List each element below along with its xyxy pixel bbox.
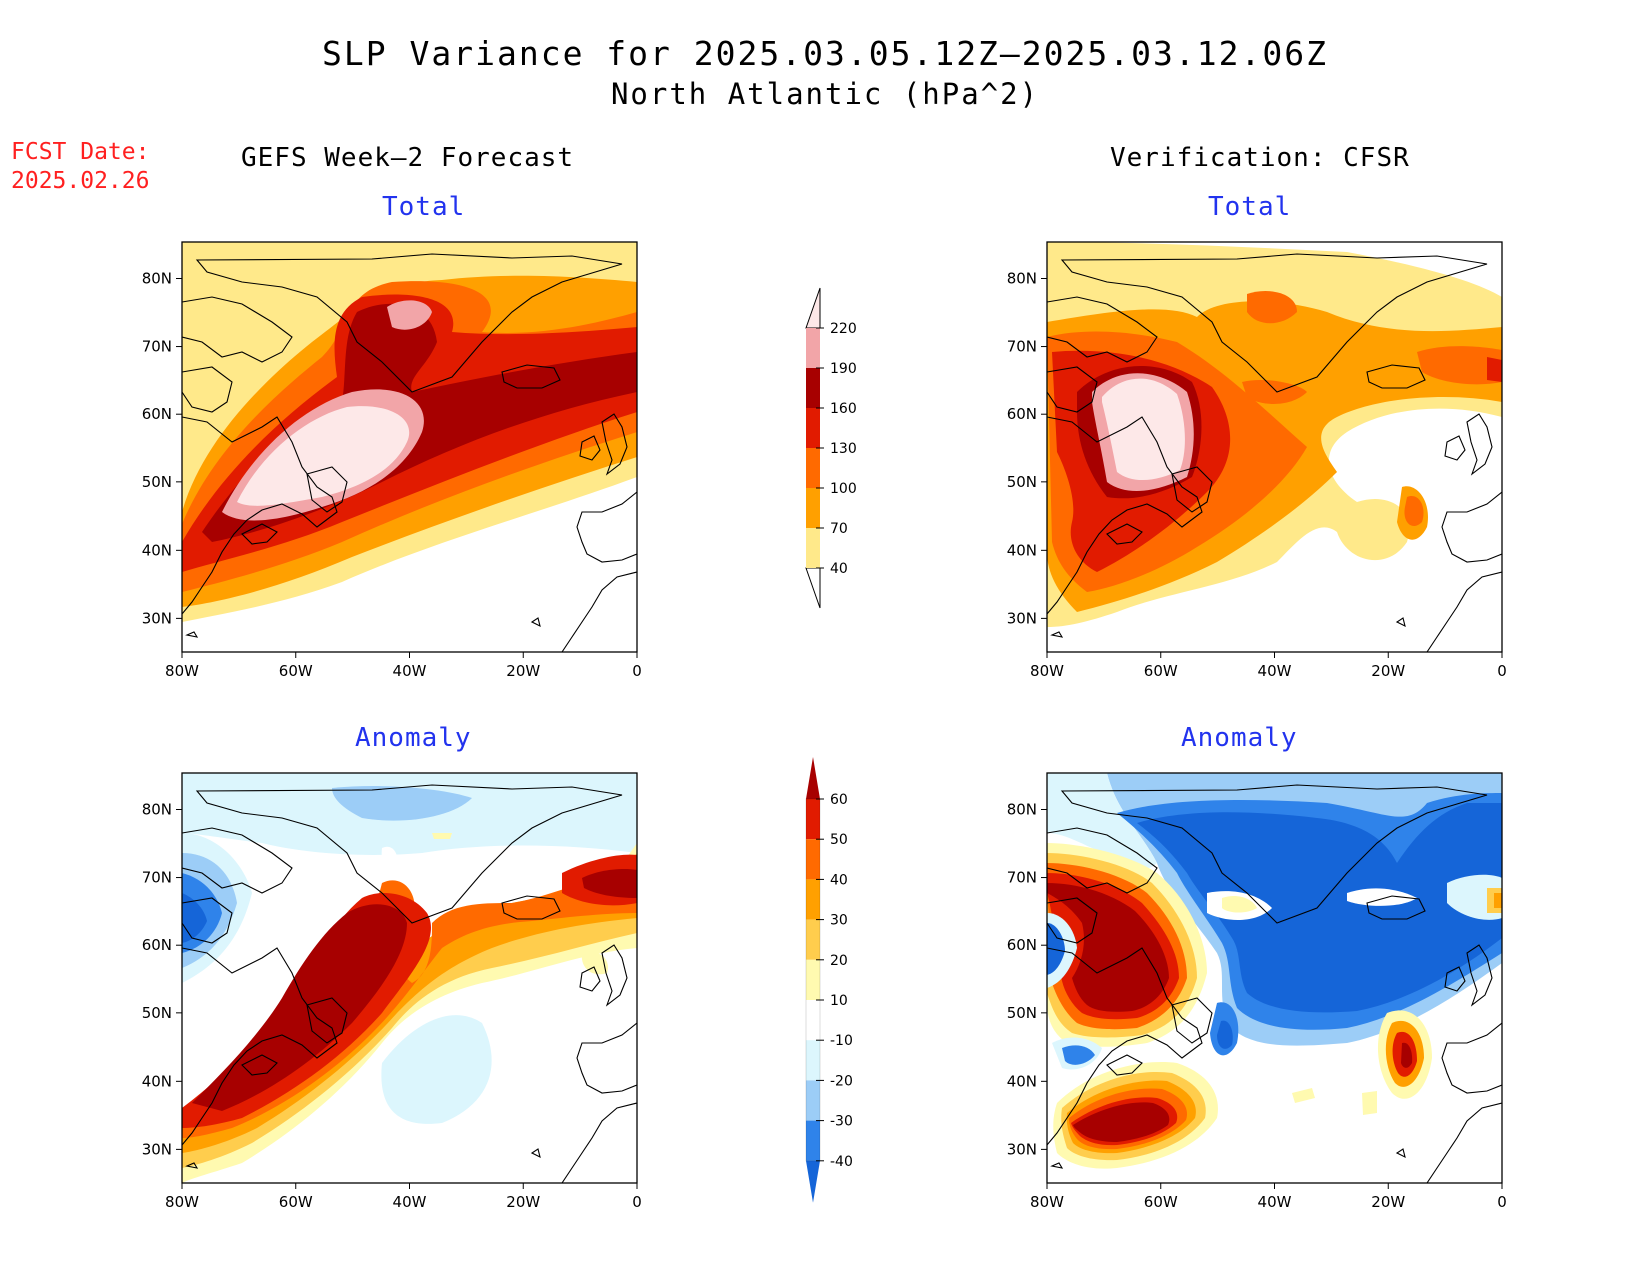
colorbar-swatch [806,919,820,960]
colorbar-swatch [806,448,820,488]
colorbar-swatch [806,1040,820,1081]
lon-tick-label: 60W [279,1193,313,1211]
lon-tick-label: 40W [1258,662,1292,680]
lon-tick-label: 80W [1030,662,1064,680]
lon-tick-label: 40W [1258,1193,1292,1211]
lat-tick-label: 80N [1007,269,1037,287]
forecast-date-value: 2025.02.26 [11,168,150,194]
colorbar-level-label: 20 [830,953,848,969]
lon-tick-label: 20W [1371,1193,1405,1211]
lon-tick-label: 80W [165,1193,199,1211]
colorbar-level-label: 190 [830,361,857,377]
colorbar-level-label: -20 [830,1073,853,1089]
lon-tick-label: 20W [506,662,540,680]
colorbar-swatch [806,368,820,408]
colorbar-level-label: -30 [830,1114,853,1130]
forecast-date-label: FCST Date: [11,139,150,165]
lat-tick-label: 70N [142,869,172,887]
lat-tick-label: 50N [1007,1004,1037,1022]
colorbar-swatch [806,839,820,880]
verification-total-title: Total [1208,192,1292,222]
lat-tick-label: 60N [1007,405,1037,423]
total-colorbar: 220 190 160 130 100 70 40 [805,287,857,609]
lat-tick-label: 40N [142,541,172,559]
colorbar-level-label: 130 [830,441,857,457]
lat-tick-label: 30N [142,609,172,627]
forecast-total-map [182,242,637,652]
lat-tick-label: 70N [1007,869,1037,887]
lon-tick-label: 60W [279,662,313,680]
figure-subtitle: North Atlantic (hPa^2) [610,77,1040,111]
verification-anomaly-map [1047,773,1502,1183]
lat-tick-label: 60N [142,405,172,423]
colorbar-level-label: -40 [830,1154,853,1170]
lat-tick-label: 70N [142,338,172,356]
colorbar-swatch [806,408,820,448]
lon-tick-label: 20W [506,1193,540,1211]
colorbar-level-label: 40 [830,561,848,577]
lon-tick-label: 60W [1144,1193,1178,1211]
colorbar-upper-extension [805,287,821,329]
verification-anomaly-title: Anomaly [1181,723,1298,753]
lon-tick-label: 0 [632,1193,642,1211]
colorbar-swatch [806,1120,820,1161]
colorbar-lower-extension [805,567,821,609]
lat-tick-label: 50N [142,1004,172,1022]
lat-tick-label: 40N [1007,541,1037,559]
lon-tick-label: 40W [393,1193,427,1211]
verification-total-map [1047,242,1502,652]
lon-tick-label: 0 [1497,1193,1507,1211]
lat-tick-label: 60N [1007,936,1037,954]
colorbar-swatch [806,879,820,920]
lat-tick-label: 30N [142,1140,172,1158]
colorbar-swatch [806,528,820,568]
colorbar-level-label: 30 [830,913,848,929]
colorbar-level-label: 100 [830,481,857,497]
lat-tick-label: 50N [142,473,172,491]
forecast-total-title: Total [382,192,466,222]
colorbar-upper-extension [806,757,820,799]
lon-tick-label: 0 [1497,662,1507,680]
lat-tick-label: 30N [1007,1140,1037,1158]
lat-tick-label: 80N [142,269,172,287]
anomaly-colorbar: 60 50 40 30 20 10 -10 -20 -30 -40 [805,757,853,1203]
lon-tick-label: 80W [165,662,199,680]
colorbar-swatch [806,488,820,528]
forecast-anomaly-map [182,773,637,1183]
lon-tick-label: 40W [393,662,427,680]
colorbar-level-label: 60 [830,792,848,808]
colorbar-swatch [806,1080,820,1121]
colorbar-level-label: 10 [830,993,848,1009]
colorbar-level-label: 40 [830,872,848,888]
lon-tick-label: 60W [1144,662,1178,680]
colorbar-level-label: -10 [830,1033,853,1049]
lon-tick-label: 20W [1371,662,1405,680]
lon-tick-label: 80W [1030,1193,1064,1211]
lon-tick-label: 0 [632,662,642,680]
colorbar-level-label: 50 [830,832,848,848]
colorbar-lower-extension [806,1160,820,1203]
lat-tick-label: 50N [1007,473,1037,491]
lat-tick-label: 80N [142,800,172,818]
lat-tick-label: 30N [1007,609,1037,627]
colorbar-swatch [806,1000,820,1041]
lat-tick-label: 40N [142,1072,172,1090]
figure-title: SLP Variance for 2025.03.05.12Z—2025.03.… [322,34,1328,73]
lat-tick-label: 60N [142,936,172,954]
colorbar-swatch [806,799,820,840]
colorbar-level-label: 220 [830,321,857,337]
lat-tick-label: 70N [1007,338,1037,356]
forecast-anomaly-title: Anomaly [355,723,472,753]
right-column-title: Verification: CFSR [1110,143,1410,173]
colorbar-swatch [806,328,820,368]
map-axes: 80N 70N 60N 50N 40N 30N 80W 60W 40W 20W 0 80N 70N 60N… [142,269,1507,1211]
colorbar-swatch [806,959,820,1000]
colorbar-level-label: 70 [830,521,848,537]
lat-tick-label: 80N [1007,800,1037,818]
lat-tick-label: 40N [1007,1072,1037,1090]
left-column-title: GEFS Week—2 Forecast [241,143,575,173]
colorbar-level-label: 160 [830,401,857,417]
